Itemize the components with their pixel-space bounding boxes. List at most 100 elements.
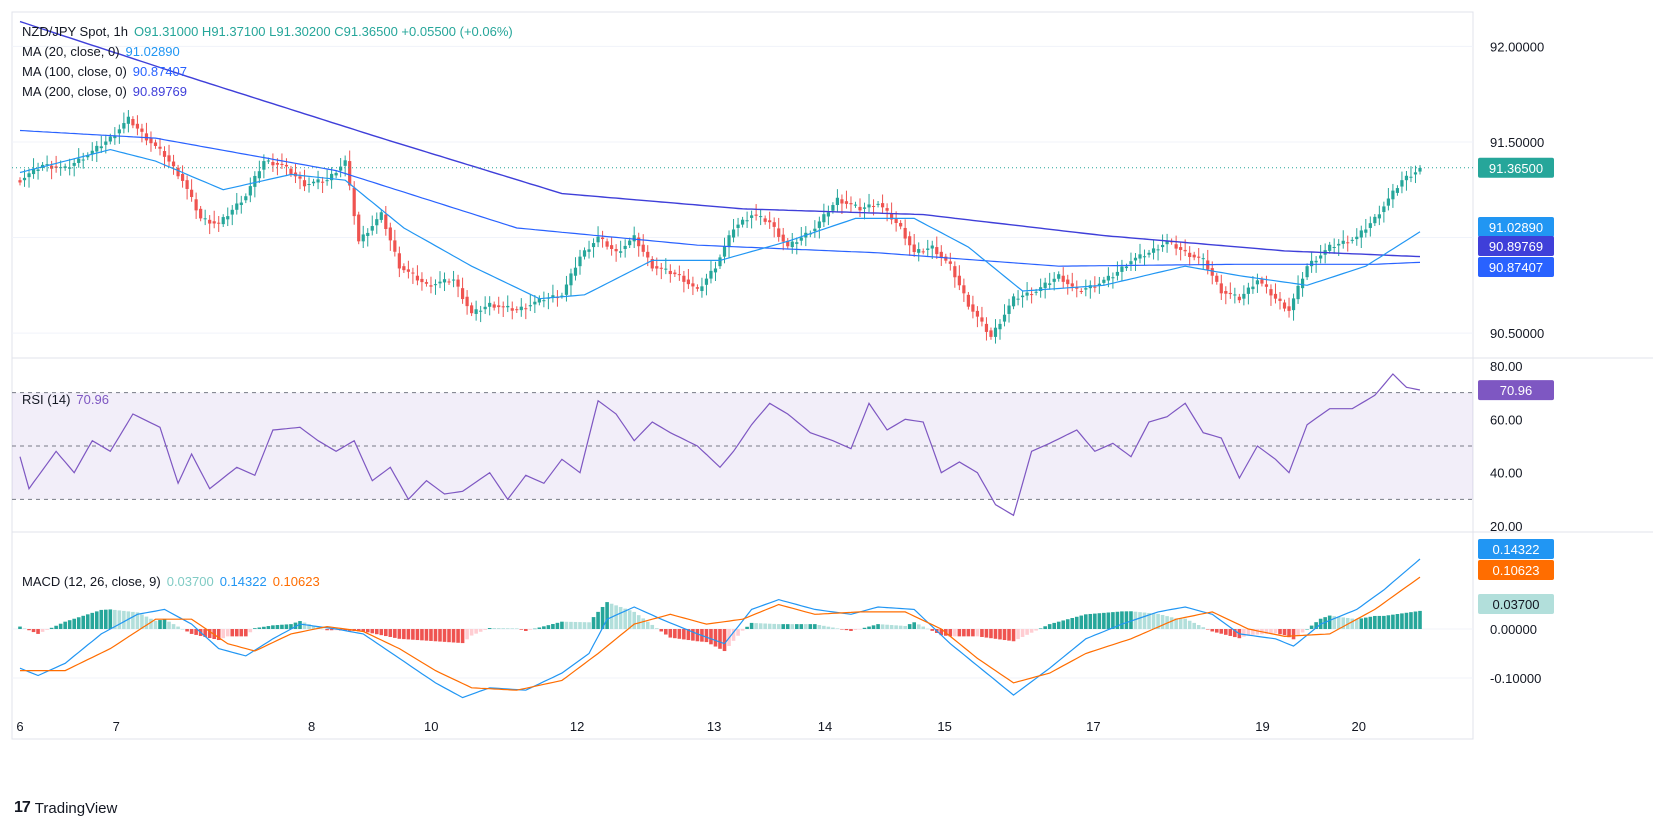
candle-body: [429, 285, 433, 287]
macd-hist-bar: [18, 626, 22, 630]
macd-hist-bar: [1224, 629, 1228, 635]
candle-body: [880, 203, 885, 208]
macd-hist-bar: [790, 624, 795, 630]
candle-body: [1151, 248, 1156, 253]
rsi-legend[interactable]: RSI (14) 70.96: [22, 390, 115, 410]
macd-hist-bar: [1025, 629, 1029, 635]
candle-body: [664, 268, 668, 270]
candle-body: [750, 215, 754, 218]
candle-body: [713, 268, 718, 273]
candle-body: [885, 208, 889, 211]
candle-body: [971, 304, 975, 312]
macd-hist-bar: [1093, 613, 1097, 630]
candle-body: [501, 306, 505, 308]
macd-hist-bar: [542, 626, 546, 630]
ma200-row[interactable]: MA (200, close, 0) 90.89769: [22, 82, 519, 102]
candle-body: [22, 177, 27, 181]
ma200-label: MA (200, close, 0): [22, 84, 127, 99]
macd-hist-bar: [858, 629, 862, 630]
macd-hist-bar: [673, 629, 677, 639]
ma100-row[interactable]: MA (100, close, 0) 90.87407: [22, 62, 519, 82]
macd-hist-bar: [925, 628, 930, 630]
macd-hist-bar: [487, 628, 492, 630]
macd-hist-bar: [957, 629, 962, 637]
macd-hist-bar: [1178, 618, 1183, 630]
macd-hist-bar: [311, 625, 316, 630]
candle-body: [248, 186, 252, 196]
macd-hist-bar: [1418, 610, 1422, 630]
candle-body: [1142, 256, 1147, 258]
macd-hist-bar: [912, 622, 916, 630]
candle-body: [573, 267, 578, 276]
macd-hist-bar: [58, 623, 63, 630]
candle-body: [537, 298, 541, 303]
candle-body: [1278, 298, 1282, 301]
candle-body: [158, 146, 162, 149]
macd-hist-bar: [67, 620, 72, 630]
price-tick-label: 92.00000: [1490, 39, 1544, 54]
macd-tick-label: 0.00000: [1490, 622, 1537, 637]
macd-hist-bar: [1300, 629, 1305, 633]
macd-hist-bar: [989, 629, 993, 639]
candle-body: [822, 214, 826, 223]
macd-hist-bar: [754, 623, 758, 630]
ma20-row[interactable]: MA (20, close, 0) 91.02890: [22, 42, 519, 62]
macd-hist-bar: [1151, 613, 1156, 630]
macd-hist-bar: [307, 624, 311, 630]
macd-hist-bar: [271, 625, 275, 630]
candle-body: [944, 256, 948, 261]
ma100-value: 90.87407: [132, 64, 188, 79]
macd-legend[interactable]: MACD (12, 26, close, 9) 0.03700 0.14322 0.1…: [22, 572, 326, 592]
macd-hist-bar: [1016, 629, 1020, 640]
candle-body: [447, 281, 451, 283]
macd-hist-bar: [907, 624, 912, 630]
macd-hist-bar: [85, 614, 90, 630]
macd-hist-bar: [438, 629, 442, 642]
candle-body: [966, 294, 970, 307]
macd-hist-bar: [785, 624, 790, 630]
candle-body: [1332, 247, 1336, 249]
macd-hist-bar: [149, 618, 153, 630]
macd-hist-bar: [140, 614, 144, 630]
candle-body: [45, 164, 49, 166]
candle-body: [1391, 190, 1395, 200]
candle-body: [343, 160, 347, 166]
tradingview-logo[interactable]: 17 TradingView: [14, 799, 117, 817]
macd-hist-bar: [1205, 629, 1210, 630]
candle-body: [253, 175, 257, 187]
macd-hist-bar: [546, 625, 551, 630]
candle-body: [1242, 293, 1246, 299]
macd-hist-bar: [664, 629, 668, 635]
candles: [18, 110, 1422, 344]
macd-hist-bar: [239, 629, 244, 637]
tradingview-icon: 17: [14, 799, 31, 816]
candle-body: [488, 302, 492, 307]
ma20-price-label-bg: [1478, 217, 1554, 237]
macd-hist-bar: [99, 609, 104, 630]
candle-body: [1188, 252, 1192, 258]
macd-hist-bar: [478, 629, 483, 632]
candle-body: [867, 204, 871, 208]
macd-hist-bar: [216, 629, 221, 641]
candle-body: [474, 309, 478, 314]
macd-hist-bar: [384, 629, 388, 637]
candle-body: [1007, 305, 1011, 314]
macd-hist-bar: [718, 629, 722, 649]
hist-value-label: 0.03700: [1478, 594, 1554, 614]
candle-body: [912, 244, 916, 253]
macd-hist-bar: [1305, 629, 1309, 630]
candle-body: [858, 206, 862, 211]
last-price-label-text: 91.36500: [1489, 161, 1543, 176]
candle-body: [1404, 175, 1409, 181]
macd-hist-bar: [736, 629, 740, 636]
candle-body: [257, 171, 261, 179]
candle-body: [790, 241, 794, 248]
candle-body: [998, 323, 1002, 330]
macd-hist-bar: [591, 617, 596, 630]
candle-body: [280, 163, 284, 165]
symbol-label[interactable]: NZD/JPY Spot, 1h: [22, 24, 128, 39]
candle-body: [72, 162, 76, 166]
macd-hist-bar: [1251, 629, 1255, 635]
candle-body: [149, 138, 153, 144]
